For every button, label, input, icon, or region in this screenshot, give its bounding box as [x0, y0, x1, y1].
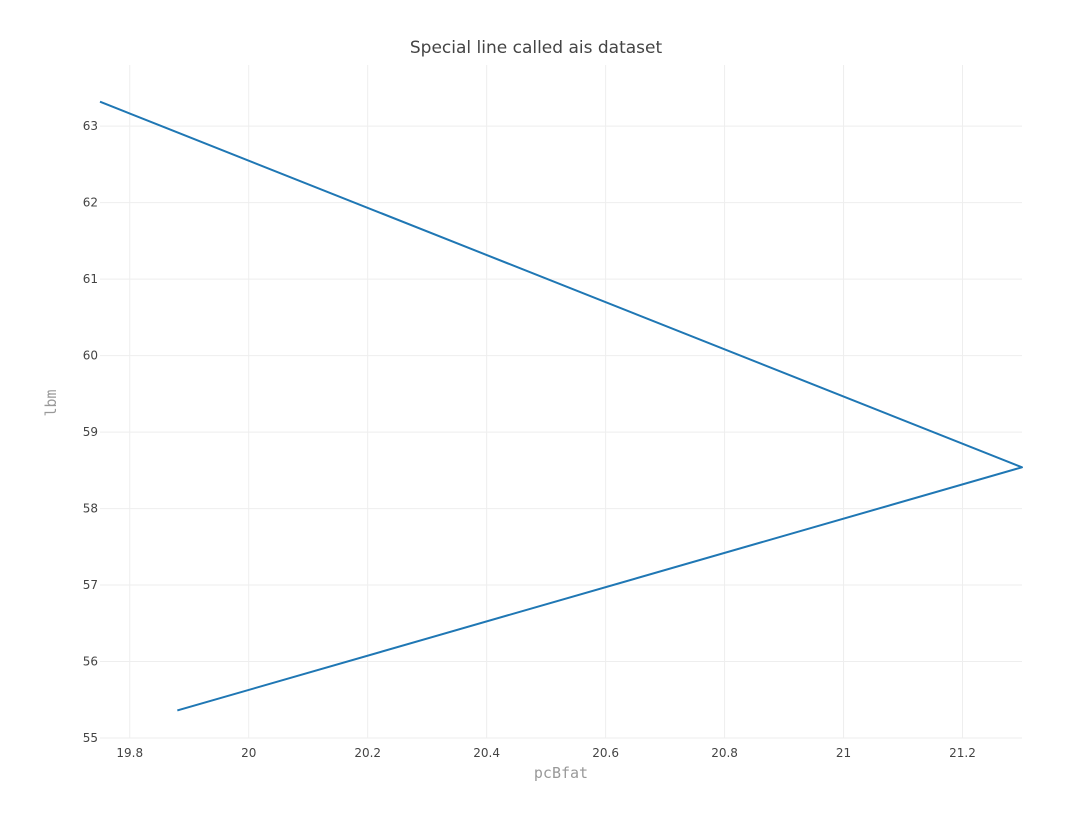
y-tick-label: 55 — [83, 731, 98, 745]
series-layer — [99, 100, 1023, 712]
grid-layer — [100, 65, 1022, 739]
y-tick-label: 61 — [83, 272, 98, 286]
x-tick-label: 20.6 — [592, 746, 619, 760]
x-tick-label: 21 — [836, 746, 851, 760]
y-tick-label: 57 — [83, 578, 98, 592]
x-tick-label: 20.4 — [473, 746, 500, 760]
x-tick-label: 19.8 — [116, 746, 143, 760]
x-tick-label: 20.8 — [711, 746, 738, 760]
tick-layer: 19.8 20 20.2 20.4 20.6 20.8 21 21.2 55 56 57 58 59 60… — [83, 119, 976, 760]
chart-title: Special line called ais dataset — [410, 38, 663, 58]
x-axis-label: pcBfat — [534, 764, 588, 782]
x-tick-label: 20 — [241, 746, 256, 760]
y-tick-label: 62 — [83, 196, 98, 210]
y-tick-label: 56 — [83, 655, 98, 669]
x-tick-label: 21.2 — [949, 746, 976, 760]
y-tick-label: 59 — [83, 425, 98, 439]
x-tick-label: 20.2 — [354, 746, 381, 760]
series-line-0 — [99, 100, 1023, 712]
y-axis-label: lbm — [42, 389, 60, 416]
y-tick-label: 63 — [83, 119, 98, 133]
y-tick-label: 60 — [83, 349, 98, 363]
y-tick-label: 58 — [83, 502, 98, 516]
